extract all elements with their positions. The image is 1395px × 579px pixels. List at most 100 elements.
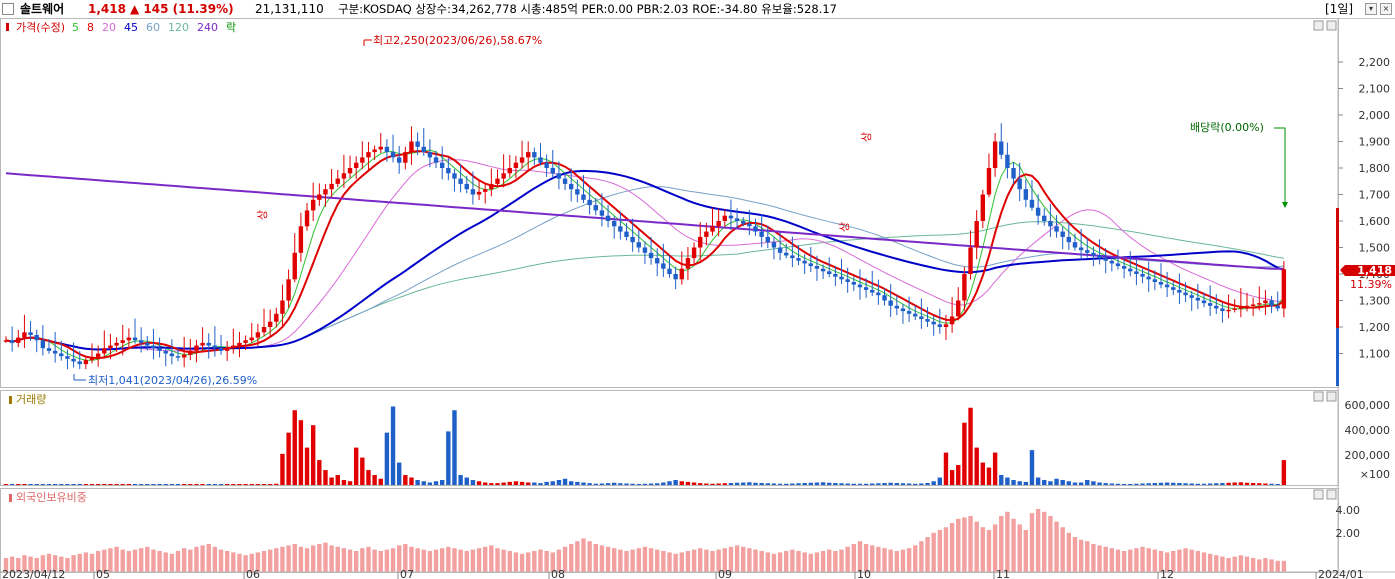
foreign-bar [986, 530, 992, 572]
candle-body [863, 287, 869, 290]
candle-body [132, 337, 138, 341]
foreign-bar [1171, 551, 1176, 572]
volume-bar [667, 481, 672, 485]
volume-panel-buttons[interactable] [1313, 391, 1337, 402]
volume-bars [3, 406, 1287, 485]
menu-icon[interactable]: ▾ [1365, 3, 1377, 15]
volume-bar [1164, 482, 1170, 485]
candle-body [906, 311, 912, 314]
candle-body [900, 308, 906, 312]
candle-body [261, 327, 267, 333]
foreign-bar [691, 549, 697, 572]
foreign-bar [310, 545, 316, 572]
candle-body [71, 358, 76, 362]
foreign-bar [1244, 556, 1250, 572]
foreign-bar [1158, 551, 1164, 572]
candle-body [796, 258, 801, 261]
volume-tick-label: 400,000 [1345, 424, 1391, 437]
candle-body [476, 191, 482, 195]
volume-bar [378, 478, 383, 485]
stock-name[interactable]: 솔트웨어 [20, 2, 65, 16]
foreign-bar [415, 548, 420, 572]
current-price-badge: 1,418 11.39% [1336, 208, 1395, 386]
volume-bar [1005, 477, 1010, 485]
candle-body [181, 354, 187, 358]
volume-bar [673, 480, 678, 485]
foreign-bar [181, 548, 187, 572]
candle-body [151, 345, 156, 349]
volume-bar [249, 484, 254, 485]
volume-bar [16, 484, 21, 485]
foreign-bar [1066, 532, 1072, 572]
volume-bar [175, 484, 181, 485]
x-tick-label: 08 [551, 568, 565, 579]
volume-bar [593, 483, 598, 485]
close-icon[interactable]: × [1380, 3, 1392, 15]
y-tick-label: 1,700 [1359, 189, 1391, 202]
candle-body [839, 276, 844, 280]
foreign-panel-buttons[interactable] [1313, 489, 1337, 500]
volume-bar [1220, 483, 1225, 485]
foreign-bar [28, 556, 33, 572]
foreign-bar [667, 552, 672, 572]
candle-body [1103, 258, 1108, 261]
foreign-bar [771, 553, 777, 572]
volume-bar [427, 482, 433, 485]
foreign-bar [1042, 511, 1047, 572]
foreign-bar [569, 544, 574, 572]
foreign-bar [716, 549, 721, 572]
foreign-bar [1103, 546, 1108, 572]
foreign-bar [1029, 513, 1035, 572]
volume-bar [1250, 483, 1256, 485]
candle-body [458, 178, 463, 184]
candle-body [1281, 269, 1287, 309]
price-panel-buttons[interactable] [1313, 20, 1337, 31]
candle-body [1226, 309, 1231, 312]
candle-body [648, 252, 654, 259]
foreign-bar [698, 548, 703, 572]
candle-body [870, 289, 875, 293]
candle-body [286, 279, 291, 301]
candle-body [194, 345, 199, 351]
foreign-bar [992, 524, 998, 572]
candle-body [814, 266, 820, 269]
volume-bar [876, 483, 881, 485]
foreign-bar [169, 553, 175, 572]
candle-body [1207, 303, 1213, 306]
volume-tick-label: ×100 [1360, 468, 1390, 481]
volume-bar [949, 470, 955, 485]
period-selector[interactable]: [1일] [1325, 2, 1354, 16]
candle-body [575, 189, 580, 195]
price-badge-text: 1,418 [1357, 264, 1392, 277]
volume-bar [304, 447, 310, 485]
candle-body [962, 274, 967, 301]
stock-chart[interactable]: 가격(수정) 5 8 20 45 60 120 240 락 2,200 2,100 2,000 1,9… [0, 18, 1395, 579]
foreign-bar [347, 549, 353, 572]
volume-bar [648, 483, 654, 485]
limit-up-label-1: 상 [256, 210, 269, 220]
volume-bar [452, 410, 457, 485]
foreign-bar [1146, 548, 1151, 572]
volume-bar [28, 484, 33, 485]
foreign-bar [255, 552, 261, 572]
volume-bar [612, 482, 617, 485]
candle-body [1177, 289, 1182, 293]
candle-body [986, 168, 992, 195]
volume-bar [298, 420, 304, 485]
foreign-bar [777, 552, 783, 572]
foreign-bar [9, 556, 15, 572]
volume-bar [900, 483, 906, 485]
settings-checkbox[interactable] [2, 3, 14, 15]
volume-bar [857, 483, 863, 485]
candle-body [495, 178, 500, 184]
volume-bar [409, 477, 414, 485]
candle-body [685, 258, 691, 269]
foreign-bar [1177, 549, 1182, 572]
candle-body [605, 215, 611, 221]
candle-body [894, 305, 900, 309]
volume-bar [120, 484, 125, 485]
volume-bar [863, 483, 869, 485]
volume-bar [501, 482, 506, 485]
foreign-bar [218, 549, 224, 572]
volume-bar [1011, 480, 1016, 485]
